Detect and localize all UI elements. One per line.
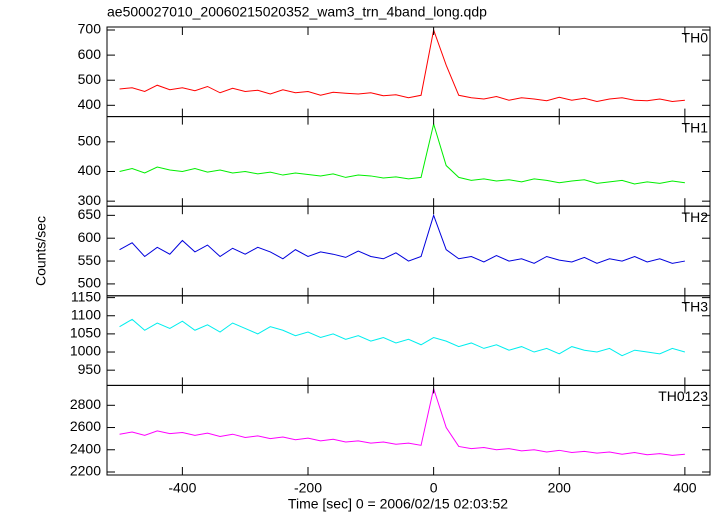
chart-title: ae500027010_20060215020352_wam3_trn_4ban… [107, 4, 487, 20]
y-tick-label: 1000 [70, 343, 101, 359]
data-line [119, 28, 685, 103]
panel-label: TH1 [682, 119, 709, 135]
y-tick-label: 1150 [71, 288, 101, 304]
panel-label: TH3 [682, 299, 709, 315]
data-line [119, 318, 686, 357]
y-tick-label: 600 [78, 46, 102, 62]
y-tick-label: 400 [78, 162, 102, 178]
data-line [119, 213, 685, 264]
y-tick-label: 500 [78, 275, 102, 291]
y-tick-label: 1100 [71, 306, 101, 322]
panel-frame [106, 295, 711, 386]
panel-frame [106, 26, 711, 118]
panel-frame [106, 384, 711, 476]
y-tick-label: 2800 [70, 396, 101, 412]
y-tick-label: 700 [78, 21, 102, 37]
data-line [119, 122, 685, 185]
x-axis-label: Time [sec] 0 = 2006/02/15 02:03:52 [288, 496, 508, 512]
y-tick-label: 1050 [70, 325, 101, 341]
x-tick-label: 400 [673, 480, 697, 496]
panel-label: TH0123 [658, 388, 708, 404]
x-tick-label: -400 [168, 480, 196, 496]
x-tick-label: 200 [548, 480, 572, 496]
y-tick-label: 600 [78, 229, 102, 245]
y-tick-label: 2400 [70, 440, 101, 456]
data-line [119, 386, 685, 456]
y-axis-label: Counts/sec [33, 216, 49, 286]
panel-frame [106, 116, 711, 207]
y-tick-label: 400 [78, 96, 102, 112]
y-tick-label: 2600 [70, 418, 101, 434]
x-tick-label: 0 [430, 480, 438, 496]
y-tick-label: 650 [78, 206, 102, 222]
y-tick-label: 950 [78, 361, 102, 377]
y-tick-label: 300 [78, 192, 102, 208]
y-tick-label: 2200 [70, 463, 101, 479]
x-tick-label: -200 [294, 480, 322, 496]
y-tick-label: 500 [78, 133, 102, 149]
y-tick-label: 500 [78, 71, 102, 87]
panel-label: TH0 [682, 30, 709, 46]
panel-label: TH2 [682, 209, 709, 225]
y-tick-label: 550 [78, 252, 102, 268]
